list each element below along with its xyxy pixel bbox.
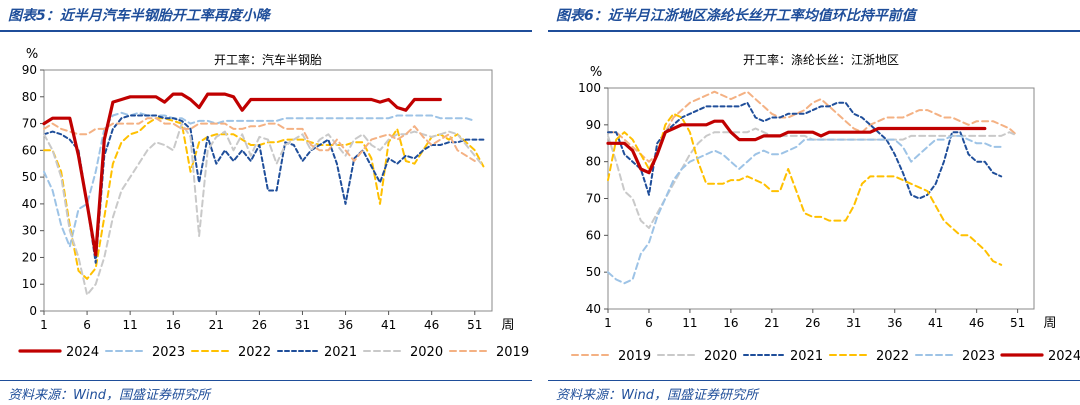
x-tick-label: 11	[123, 318, 138, 332]
x-tick-label: 41	[928, 316, 943, 330]
plot-frame	[43, 69, 493, 312]
series-line-2024	[42, 92, 442, 257]
source-rule	[548, 380, 1080, 381]
y-tick-label: 90	[22, 63, 37, 77]
source-note: 资料来源：Wind，国盛证券研究所	[8, 388, 210, 403]
y-tick-label: 70	[586, 192, 601, 206]
source-rule	[0, 380, 532, 381]
x-tick-label: 11	[682, 316, 697, 330]
y-tick-label: 30	[22, 224, 37, 238]
legend-label-2022: 2022	[876, 349, 909, 364]
x-tick-label: 1	[604, 316, 612, 330]
x-tick-label: 46	[424, 318, 439, 332]
x-tick-label: 26	[252, 318, 267, 332]
x-tick-label: 26	[805, 316, 820, 330]
legend-label-2021: 2021	[324, 345, 357, 360]
x-tick-label: 6	[645, 316, 653, 330]
legend-label-2021: 2021	[790, 349, 823, 364]
x-tick-label: 1	[40, 318, 48, 332]
title-rule	[0, 30, 532, 32]
x-tick-label: 6	[83, 318, 91, 332]
series-line-2021	[607, 101, 1003, 200]
y-tick-label: 40	[22, 197, 37, 211]
x-tick-label: 41	[381, 318, 396, 332]
legend-label-2023: 2023	[962, 349, 995, 364]
y-tick-label: 50	[586, 265, 601, 279]
y-axis-label: %	[590, 65, 602, 80]
y-tick-label: 10	[22, 277, 37, 291]
source-note: 资料来源：Wind，国盛证券研究所	[556, 388, 758, 403]
y-tick-label: 70	[22, 117, 37, 131]
x-tick-label: 16	[166, 318, 181, 332]
x-axis-label: 周	[1043, 316, 1056, 331]
series-line-2020	[43, 122, 485, 296]
y-tick-label: 60	[586, 228, 601, 242]
title-rule	[548, 30, 1080, 32]
y-tick-label: 80	[586, 155, 601, 169]
legend-label-2020: 2020	[410, 345, 443, 360]
x-tick-label: 21	[209, 318, 224, 332]
y-tick-label: 0	[29, 304, 37, 318]
series-line-2022	[43, 117, 485, 280]
y-tick-label: 80	[22, 90, 37, 104]
legend-label-2022: 2022	[238, 345, 271, 360]
series-line-2024	[606, 119, 987, 175]
y-tick-label: 90	[586, 118, 601, 132]
x-tick-label: 31	[846, 316, 861, 330]
y-tick-label: 20	[22, 250, 37, 264]
series-line-2019	[607, 90, 1019, 163]
x-tick-label: 46	[969, 316, 984, 330]
chart-panel-right: 图表6：近半月江浙地区涤纶长丝开工率均值环比持平前值 40 50 60 70 80 90 1…	[548, 0, 1080, 405]
chart-panel-left: 图表5：近半月汽车半钢胎开工率再度小降 0 10 20 30 40 50 60 70 80 90 1…	[0, 0, 532, 405]
figure-title: 图表6：近半月江浙地区涤纶长丝开工率均值环比持平前值	[556, 8, 916, 24]
x-tick-label: 36	[338, 318, 353, 332]
legend-label-2023: 2023	[152, 345, 185, 360]
legend-label-2019: 2019	[496, 345, 529, 360]
legend-label-2020: 2020	[704, 349, 737, 364]
chart-title: 开工率：涤纶长丝：江浙地区	[743, 52, 899, 67]
series-line-2019	[43, 117, 476, 162]
y-tick-label: 40	[586, 302, 601, 316]
y-tick-label: 60	[22, 143, 37, 157]
legend-label-2024: 2024	[66, 345, 99, 360]
x-axis-label: 周	[501, 318, 514, 333]
x-tick-label: 51	[467, 318, 482, 332]
series-line-2020	[607, 127, 1019, 229]
y-axis-label: %	[26, 47, 38, 62]
x-tick-label: 16	[723, 316, 738, 330]
y-tick-label: 50	[22, 170, 37, 184]
x-tick-label: 51	[1010, 316, 1025, 330]
chart-title: 开工率：汽车半钢胎	[214, 52, 322, 67]
series-line-2023	[43, 111, 476, 248]
series-line-2023	[607, 134, 1003, 285]
series-line-2022	[607, 112, 1003, 266]
figure-title: 图表5：近半月汽车半钢胎开工率再度小降	[8, 8, 270, 24]
x-tick-label: 31	[295, 318, 310, 332]
legend-label-2019: 2019	[618, 349, 651, 364]
x-tick-label: 21	[764, 316, 779, 330]
x-tick-label: 36	[887, 316, 902, 330]
legend-label-2024: 2024	[1048, 349, 1080, 364]
y-tick-label: 100	[578, 81, 601, 95]
